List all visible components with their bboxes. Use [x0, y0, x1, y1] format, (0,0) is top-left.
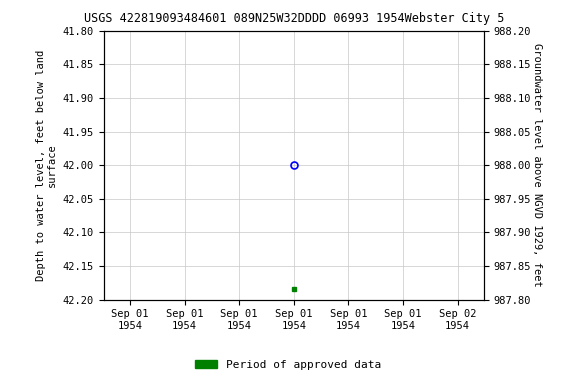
Legend: Period of approved data: Period of approved data	[191, 356, 385, 375]
Title: USGS 422819093484601 089N25W32DDDD 06993 1954Webster City 5: USGS 422819093484601 089N25W32DDDD 06993…	[84, 12, 504, 25]
Y-axis label: Depth to water level, feet below land
surface: Depth to water level, feet below land su…	[36, 50, 57, 281]
Y-axis label: Groundwater level above NGVD 1929, feet: Groundwater level above NGVD 1929, feet	[532, 43, 542, 287]
